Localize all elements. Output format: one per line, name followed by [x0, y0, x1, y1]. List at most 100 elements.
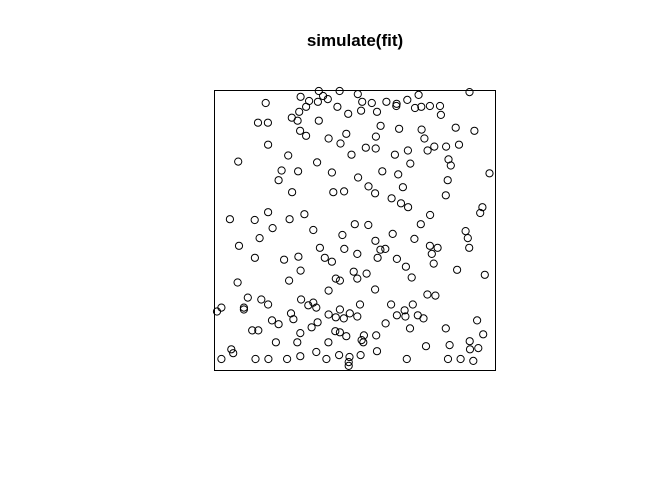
data-point	[333, 102, 342, 111]
data-point	[394, 170, 403, 179]
data-point	[313, 97, 322, 106]
data-point	[254, 326, 263, 335]
data-point	[296, 92, 305, 101]
data-point	[410, 103, 420, 113]
data-point	[390, 150, 399, 159]
data-point	[294, 167, 303, 176]
data-point	[451, 123, 460, 132]
data-point	[371, 132, 380, 141]
data-point	[478, 203, 487, 212]
data-point	[476, 208, 485, 218]
data-point	[465, 345, 475, 354]
data-point	[395, 124, 404, 133]
data-point	[344, 358, 353, 367]
data-point	[429, 259, 438, 268]
data-point	[264, 208, 273, 217]
data-point	[234, 157, 243, 166]
data-point	[305, 96, 314, 106]
data-point	[362, 269, 371, 278]
data-point	[295, 107, 304, 116]
data-point	[441, 191, 450, 200]
data-point	[423, 290, 432, 299]
data-point	[443, 354, 453, 364]
data-point	[381, 244, 390, 253]
data-point	[371, 189, 380, 198]
data-point	[234, 241, 244, 250]
data-point	[227, 345, 236, 354]
data-point	[314, 86, 323, 96]
data-point	[336, 139, 345, 148]
data-point	[403, 146, 412, 155]
data-point	[355, 300, 365, 309]
data-point	[248, 326, 257, 335]
data-point	[225, 215, 234, 224]
data-point	[297, 295, 306, 304]
data-point	[327, 168, 336, 177]
data-point	[331, 327, 340, 336]
data-point	[402, 354, 411, 364]
data-point	[469, 356, 478, 365]
data-point	[443, 176, 452, 185]
data-point	[381, 319, 390, 328]
data-point	[371, 144, 380, 153]
data-point	[313, 318, 322, 327]
data-point	[463, 234, 472, 243]
data-point	[371, 236, 380, 245]
data-point	[324, 338, 333, 347]
data-point	[296, 266, 305, 275]
data-point	[296, 329, 305, 338]
data-point	[420, 134, 429, 143]
data-point	[250, 215, 259, 225]
data-point	[423, 146, 432, 155]
data-point	[401, 312, 410, 321]
data-point	[416, 220, 425, 229]
data-point	[293, 116, 302, 125]
data-point	[277, 166, 286, 175]
data-point	[304, 301, 313, 310]
data-point	[387, 300, 396, 309]
data-point	[414, 90, 423, 100]
data-point	[335, 351, 344, 360]
data-point	[382, 97, 391, 106]
data-point	[323, 95, 332, 104]
data-point	[264, 300, 273, 309]
data-point	[349, 267, 358, 276]
data-point	[357, 106, 366, 115]
data-point	[401, 262, 410, 271]
data-point	[322, 354, 331, 364]
data-point	[302, 131, 311, 140]
data-point	[480, 270, 489, 279]
data-point	[239, 305, 248, 314]
data-point	[274, 176, 283, 185]
data-point	[280, 255, 289, 264]
data-point	[400, 306, 409, 315]
data-point	[431, 291, 440, 300]
data-point	[327, 257, 336, 266]
data-point	[354, 173, 363, 182]
data-point	[267, 316, 277, 325]
data-point	[404, 203, 413, 212]
data-point	[392, 101, 401, 111]
data-point	[442, 142, 451, 151]
data-point	[364, 220, 373, 230]
data-point	[296, 126, 305, 135]
data-point	[313, 158, 322, 167]
data-point	[229, 349, 238, 358]
data-point	[312, 303, 321, 312]
data-point	[465, 88, 474, 97]
data-point	[417, 102, 426, 111]
data-point	[410, 234, 419, 243]
data-point	[261, 98, 270, 108]
data-point	[430, 142, 439, 151]
data-point	[407, 273, 416, 282]
data-point	[289, 315, 298, 324]
data-point	[436, 110, 445, 120]
data-point	[392, 254, 401, 263]
data-point	[376, 245, 385, 254]
data-point	[339, 314, 348, 323]
data-point	[257, 295, 266, 304]
data-point	[342, 129, 351, 138]
data-point	[250, 253, 259, 262]
data-point	[286, 309, 296, 318]
